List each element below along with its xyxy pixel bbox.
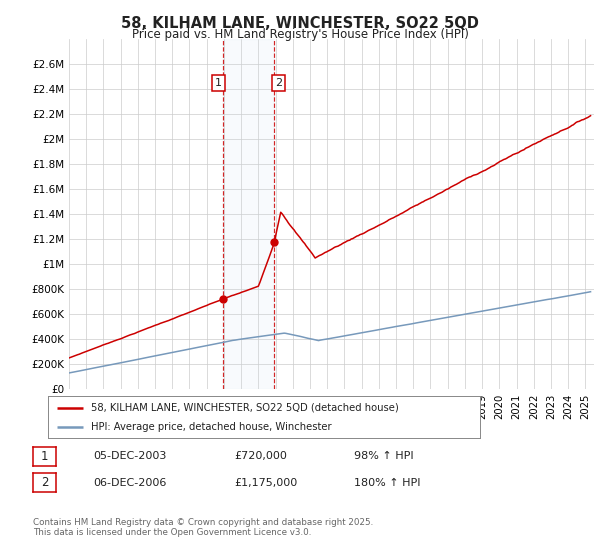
Text: 2: 2 bbox=[41, 476, 48, 489]
Text: Contains HM Land Registry data © Crown copyright and database right 2025.
This d: Contains HM Land Registry data © Crown c… bbox=[33, 518, 373, 538]
Text: 180% ↑ HPI: 180% ↑ HPI bbox=[354, 478, 421, 488]
Text: 2: 2 bbox=[275, 78, 282, 88]
Text: 58, KILHAM LANE, WINCHESTER, SO22 5QD (detached house): 58, KILHAM LANE, WINCHESTER, SO22 5QD (d… bbox=[91, 403, 399, 413]
Text: HPI: Average price, detached house, Winchester: HPI: Average price, detached house, Winc… bbox=[91, 422, 332, 432]
Text: 58, KILHAM LANE, WINCHESTER, SO22 5QD: 58, KILHAM LANE, WINCHESTER, SO22 5QD bbox=[121, 16, 479, 31]
Text: Price paid vs. HM Land Registry's House Price Index (HPI): Price paid vs. HM Land Registry's House … bbox=[131, 28, 469, 41]
Text: £720,000: £720,000 bbox=[234, 451, 287, 461]
Bar bbox=[223, 39, 274, 389]
Text: 05-DEC-2003: 05-DEC-2003 bbox=[93, 451, 166, 461]
Text: £1,175,000: £1,175,000 bbox=[234, 478, 297, 488]
Text: 1: 1 bbox=[215, 78, 222, 88]
Text: 1: 1 bbox=[41, 450, 48, 463]
Text: 98% ↑ HPI: 98% ↑ HPI bbox=[354, 451, 413, 461]
Text: 06-DEC-2006: 06-DEC-2006 bbox=[93, 478, 166, 488]
